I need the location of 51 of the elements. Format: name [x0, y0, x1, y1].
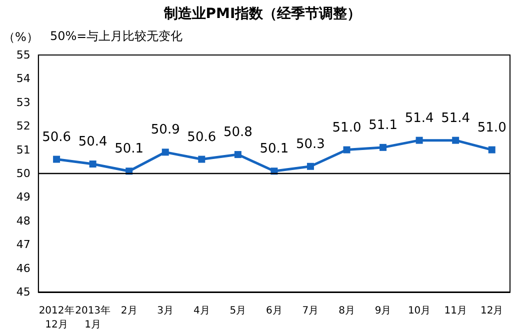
data-label: 50.1	[260, 142, 289, 157]
x-tick-label: 2012年 12月	[38, 304, 74, 330]
point	[488, 146, 496, 154]
y-tick-label: 47	[16, 238, 30, 252]
text: 50%=与上月比较无变化	[50, 29, 183, 43]
point	[234, 151, 242, 158]
x-tick-label: 5月	[230, 306, 246, 316]
y-tick-label: 45	[16, 286, 30, 298]
y-tick-label: 49	[16, 190, 30, 204]
x-tick-label: 12月	[480, 306, 504, 316]
y-tick-label: 53	[16, 96, 30, 109]
point	[53, 156, 60, 163]
data-label: 50.4	[78, 134, 108, 150]
y-tick-label: 46	[16, 262, 30, 275]
point	[198, 156, 206, 163]
point	[343, 146, 350, 154]
y-tick-label: 51	[16, 143, 30, 156]
data-label: 50.9	[150, 122, 180, 138]
y-tick-label: 48	[16, 214, 30, 228]
data-label: 50.8	[223, 125, 252, 140]
data-label: 51.0	[477, 120, 506, 136]
data-label: 50.6	[187, 130, 216, 145]
x-tick-label: 7月	[302, 306, 319, 316]
point	[89, 160, 96, 168]
data-label: 50.3	[296, 136, 325, 152]
y-tick-label: 50	[16, 167, 30, 180]
data-label: 51.4	[441, 110, 470, 126]
x-tick-label: 6月	[266, 306, 282, 316]
y-axis-title: （%）	[2, 30, 38, 44]
x-tick-label: 9月	[374, 306, 392, 316]
point	[452, 136, 460, 144]
x-tick-label: 3月	[157, 306, 174, 316]
data-label: 50.1	[114, 142, 144, 157]
chart-title: 制造业PMI指数（经季节调整）	[162, 5, 362, 22]
x-tick-label: 4月	[193, 306, 210, 316]
x-tick-label: 10月	[408, 306, 431, 316]
point	[306, 162, 314, 170]
y-tick-label: 54	[16, 72, 30, 86]
point	[162, 148, 169, 156]
data-label: 50.6	[42, 130, 72, 145]
y-tick-label: 52	[16, 120, 30, 133]
data-label: 51.4	[404, 110, 434, 126]
y-tick-label: 55	[16, 48, 30, 62]
data-label: 51.1	[368, 118, 398, 133]
point	[416, 136, 423, 144]
x-tick-label: 8月	[338, 306, 355, 316]
x-tick-label: 11月	[444, 306, 467, 316]
data-label: 51.0	[332, 120, 362, 136]
x-tick-label: 2月	[120, 306, 138, 316]
point	[380, 144, 387, 151]
x-tick-label: 2013年 1月	[75, 304, 111, 330]
